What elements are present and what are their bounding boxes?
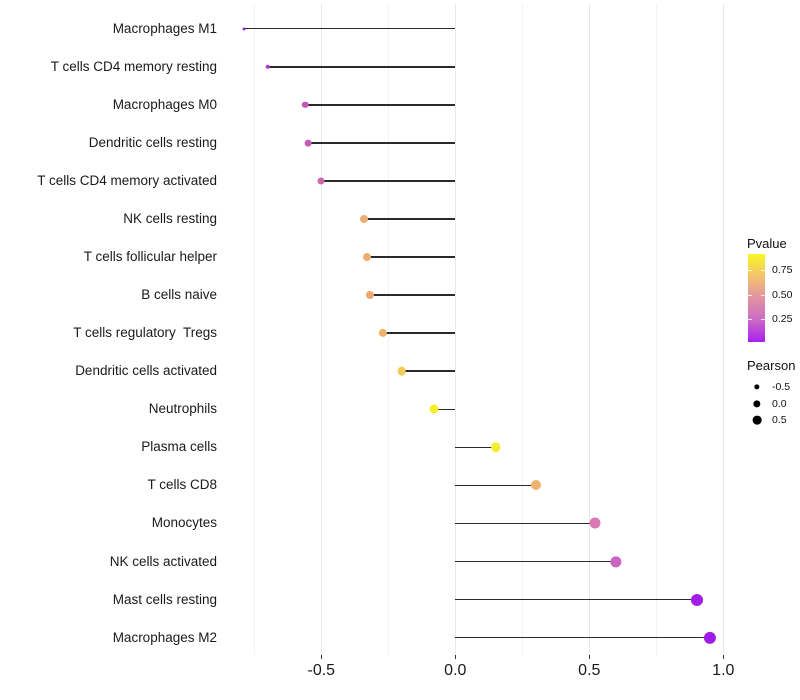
pearson-size-label: 0.0 bbox=[772, 398, 787, 410]
lollipop-dot bbox=[703, 631, 716, 644]
lollipop-stick bbox=[364, 218, 456, 220]
lollipop-stick bbox=[307, 142, 456, 144]
pearson-size-label: 0.5 bbox=[772, 414, 787, 426]
colorbar-tick bbox=[761, 269, 765, 271]
lollipop-dot bbox=[429, 404, 439, 414]
y-axis-label: Macrophages M1 bbox=[112, 20, 217, 36]
pearson-size-dot bbox=[754, 384, 760, 390]
pvalue-legend-title: Pvalue bbox=[747, 236, 787, 251]
lollipop-stick bbox=[455, 636, 710, 639]
lollipop-dot bbox=[362, 253, 371, 262]
lollipop-dot bbox=[360, 215, 369, 223]
x-axis-tick-label: -0.5 bbox=[307, 662, 336, 679]
lollipop-dot bbox=[397, 366, 407, 376]
y-axis-label: T cells CD8 bbox=[147, 477, 217, 493]
x-axis-tick bbox=[321, 655, 323, 659]
gridline-major bbox=[589, 4, 591, 655]
lollipop-stick bbox=[455, 560, 617, 563]
y-axis-label: NK cells activated bbox=[109, 553, 217, 569]
lollipop-stick bbox=[455, 484, 536, 487]
gridline-minor bbox=[522, 4, 524, 655]
lollipop-stick bbox=[366, 256, 456, 258]
y-axis-label: Dendritic cells resting bbox=[88, 134, 217, 150]
y-axis-label: Macrophages M2 bbox=[112, 629, 217, 645]
y-axis-label: Mast cells resting bbox=[112, 591, 217, 607]
lollipop-dot bbox=[690, 593, 703, 606]
x-axis-tick-label: 0.5 bbox=[578, 662, 601, 679]
lollipop-dot bbox=[301, 101, 309, 109]
y-axis-label: B cells naive bbox=[141, 287, 217, 303]
lollipop-dot bbox=[610, 555, 622, 568]
colorbar-tick bbox=[748, 318, 752, 320]
x-axis-tick bbox=[589, 655, 591, 659]
y-axis-label: Macrophages M0 bbox=[112, 96, 217, 112]
gridline-major bbox=[455, 4, 457, 655]
lollipop-stick bbox=[305, 104, 456, 106]
lollipop-dot bbox=[530, 480, 541, 491]
gridline-major bbox=[321, 4, 323, 655]
lollipop-dot bbox=[490, 442, 501, 453]
y-axis-label: Plasma cells bbox=[141, 439, 217, 455]
pearson-size-label: -0.5 bbox=[772, 381, 791, 393]
lollipop-dot bbox=[378, 329, 388, 338]
pearson-legend-title: Pearson bbox=[747, 358, 796, 373]
gridline-minor bbox=[254, 4, 256, 655]
colorbar-tick bbox=[748, 269, 752, 271]
x-axis-tick bbox=[455, 655, 457, 659]
y-axis-label: T cells CD4 memory activated bbox=[37, 172, 217, 188]
colorbar-tick-label: 0.75 bbox=[772, 263, 793, 276]
colorbar-tick bbox=[761, 294, 765, 296]
x-axis-tick-label: 0.0 bbox=[444, 662, 467, 679]
pearson-size-dot bbox=[752, 415, 762, 425]
colorbar-tick-label: 0.25 bbox=[772, 312, 793, 325]
lollipop-dot bbox=[265, 64, 270, 70]
x-axis-tick-label: 1.0 bbox=[712, 662, 735, 679]
lollipop-stick bbox=[321, 180, 456, 182]
x-axis-tick bbox=[723, 655, 725, 659]
colorbar-tick bbox=[748, 294, 752, 296]
lollipop-stick bbox=[267, 65, 456, 68]
lollipop-dot bbox=[589, 517, 601, 529]
lollipop-dot bbox=[317, 177, 325, 185]
y-axis-label: T cells regulatory Tregs bbox=[73, 325, 217, 341]
lollipop-stick bbox=[455, 598, 697, 601]
lollipop-stick bbox=[433, 408, 456, 411]
lollipop-stick bbox=[455, 446, 496, 449]
gridline-minor bbox=[656, 4, 658, 655]
lollipop-dot bbox=[365, 291, 374, 300]
lollipop-stick bbox=[382, 332, 456, 334]
y-axis-label: Neutrophils bbox=[148, 401, 217, 417]
y-axis-label: T cells CD4 memory resting bbox=[50, 58, 217, 74]
lollipop-stick bbox=[455, 522, 595, 525]
lollipop-dot bbox=[304, 139, 312, 147]
colorbar-tick-label: 0.50 bbox=[772, 288, 793, 301]
colorbar-tick bbox=[761, 318, 765, 320]
lollipop-stick bbox=[369, 294, 456, 296]
lollipop-stick bbox=[401, 370, 456, 373]
gridline-minor bbox=[388, 4, 390, 655]
y-axis-label: NK cells resting bbox=[123, 211, 217, 226]
y-axis-label: Dendritic cells activated bbox=[75, 363, 217, 379]
gridline-major bbox=[723, 4, 725, 655]
lollipop-stick bbox=[243, 27, 456, 30]
lollipop-dot bbox=[242, 27, 246, 31]
y-axis-label: Monocytes bbox=[151, 515, 217, 531]
pearson-size-dot bbox=[753, 400, 761, 408]
y-axis-label: T cells follicular helper bbox=[83, 249, 217, 265]
pvalue-colorbar bbox=[748, 254, 765, 342]
